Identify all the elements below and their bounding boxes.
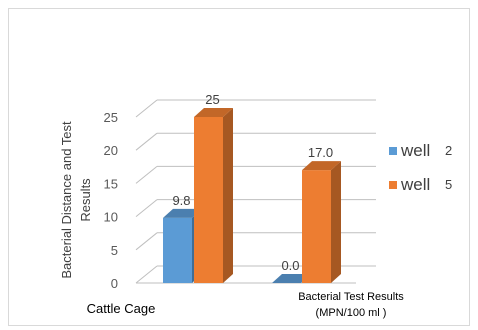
bar-top-face bbox=[302, 161, 341, 171]
legend-suffix-1: 2 bbox=[445, 143, 452, 158]
legend-swatch-2 bbox=[389, 181, 397, 189]
y-tick-label: 25 bbox=[104, 110, 118, 125]
gridline-depth bbox=[135, 166, 158, 184]
legend-label-1: well bbox=[400, 141, 430, 160]
y-tick-label: 5 bbox=[111, 243, 118, 258]
bar-1-2 bbox=[272, 274, 311, 283]
data-label: 25 bbox=[205, 92, 219, 107]
y-tick-label: 0 bbox=[111, 276, 118, 291]
data-label: 17.0 bbox=[308, 145, 333, 160]
gridline-depth bbox=[135, 199, 158, 217]
y-axis-title-line-2: Results bbox=[78, 178, 93, 222]
gridline-depth bbox=[135, 232, 158, 251]
data-label: 0.0 bbox=[281, 258, 299, 273]
data-label: 9.8 bbox=[172, 193, 190, 208]
gridline-depth bbox=[135, 132, 158, 151]
bar-side-face bbox=[223, 108, 233, 283]
category-label-test-results-line-1: Bacterial Test Results bbox=[298, 291, 404, 303]
legend-suffix-2: 5 bbox=[445, 177, 452, 192]
bar-top-face bbox=[194, 108, 233, 117]
bar-2-1 bbox=[194, 108, 233, 283]
y-tick-label: 15 bbox=[104, 176, 118, 191]
category-label-test-results-line-2: (MPN/100 ml ) bbox=[315, 307, 387, 319]
y-axis-title-line-1: Bacterial Distance and Test bbox=[59, 121, 74, 279]
bar-2-2 bbox=[302, 161, 341, 283]
gridline-depth bbox=[135, 99, 158, 118]
category-label-cattle-cage: Cattle Cage bbox=[86, 301, 156, 316]
bar-front-face bbox=[302, 170, 331, 283]
bar-front-face bbox=[194, 117, 223, 283]
y-tick-label: 20 bbox=[104, 143, 118, 158]
bar-front-face bbox=[163, 217, 192, 283]
bar-top-face bbox=[163, 208, 202, 218]
bar-top-face bbox=[272, 274, 311, 283]
legend-swatch-1 bbox=[389, 147, 397, 155]
y-tick-label: 10 bbox=[104, 210, 118, 225]
chart-frame bbox=[8, 8, 470, 326]
legend-label-2: well bbox=[400, 175, 430, 194]
gridline-depth bbox=[135, 265, 158, 284]
bar-side-face bbox=[331, 161, 341, 283]
